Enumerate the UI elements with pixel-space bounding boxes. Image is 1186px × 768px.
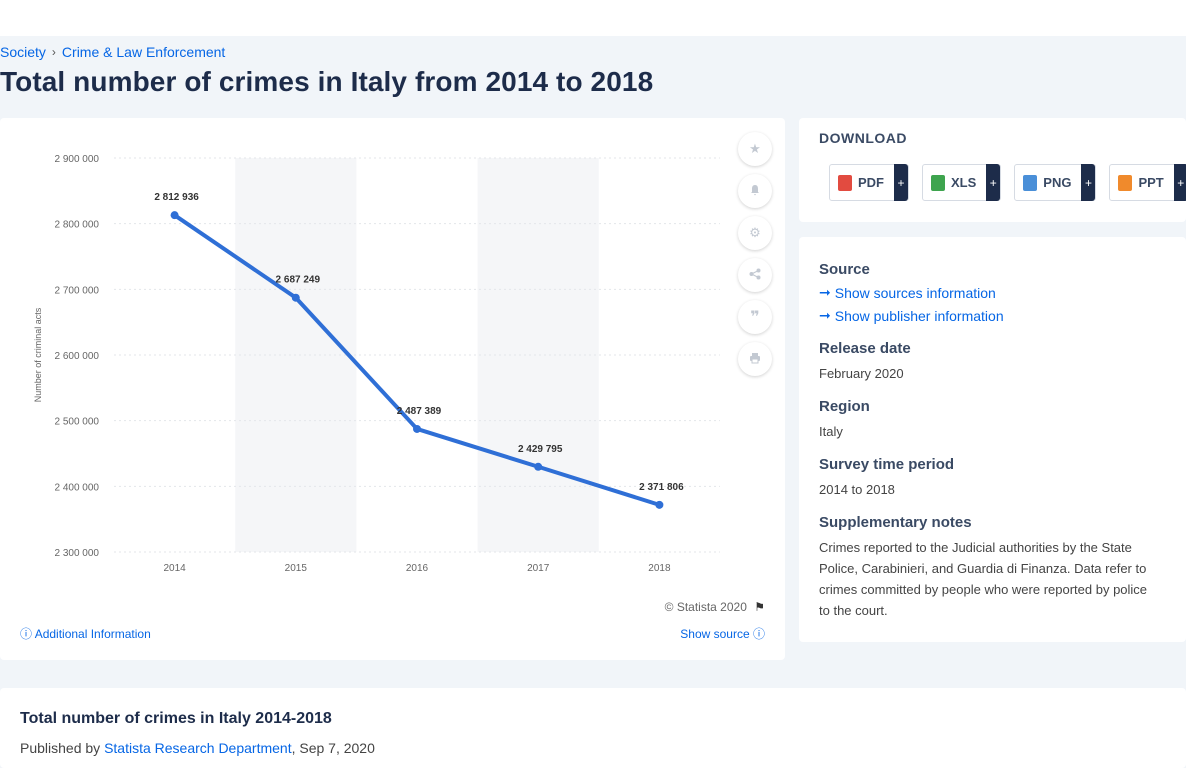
data-point: [534, 462, 543, 471]
arrow-right-icon: ➞: [819, 307, 831, 323]
show-publisher-label: Show publisher information: [834, 307, 1004, 324]
survey-period-heading: Survey time period: [819, 456, 955, 473]
pdf-plus[interactable]: +: [894, 164, 908, 201]
png-plus[interactable]: +: [1081, 164, 1096, 201]
y-tick-label: 2 500 000: [55, 417, 100, 428]
ppt-file-icon: [1118, 174, 1133, 191]
show-source-link[interactable]: Show source ⓘ: [680, 625, 765, 642]
x-tick-label: 2015: [285, 563, 308, 574]
quote-icon: ❞: [750, 309, 760, 326]
download-buttons: PDF + XLS + PNG + PPT +: [829, 164, 1186, 201]
metadata: Source ➞ Show sources information ➞ Show…: [819, 261, 1159, 635]
xls-plus[interactable]: +: [986, 164, 1001, 201]
ppt-plus[interactable]: +: [1173, 164, 1186, 201]
y-tick-label: 2 900 000: [55, 154, 100, 165]
download-ppt-button[interactable]: PPT +: [1109, 164, 1186, 201]
publish-date: , Sep 7, 2020: [291, 740, 375, 756]
xls-file-icon: [931, 174, 945, 191]
copyright: © Statista 2020 ⚑: [665, 600, 765, 614]
breadcrumb-crime[interactable]: Crime & Law Enforcement: [61, 44, 226, 60]
gear-icon: ⚙: [749, 225, 761, 240]
data-point: [291, 293, 300, 302]
supplementary-notes-heading: Supplementary notes: [819, 514, 972, 531]
settings-button[interactable]: ⚙: [738, 216, 772, 250]
data-label: 2 371 806: [639, 482, 684, 493]
data-point: [655, 500, 664, 509]
region-heading: Region: [819, 398, 870, 415]
print-button[interactable]: [738, 342, 772, 376]
copyright-text: © Statista 2020: [664, 600, 747, 614]
published-by: Published by Statista Research Departmen…: [20, 740, 375, 756]
category-band: [477, 158, 599, 552]
x-tick-label: 2018: [648, 563, 671, 574]
release-date-value: February 2020: [819, 366, 904, 381]
y-tick-label: 2 700 000: [55, 285, 100, 296]
x-tick-label: 2014: [163, 563, 186, 574]
bell-icon: [749, 184, 761, 199]
breadcrumb-separator: ›: [51, 45, 56, 59]
breadcrumb-society[interactable]: Society: [0, 44, 46, 60]
y-tick-label: 2 600 000: [55, 351, 100, 362]
info-icon: ⓘ: [752, 627, 765, 641]
breadcrumb: Society › Crime & Law Enforcement: [0, 44, 225, 60]
notification-button[interactable]: [738, 174, 772, 208]
download-card: DOWNLOAD PDF + XLS + PNG + PPT +: [799, 118, 1186, 222]
pdf-file-icon: [838, 174, 852, 191]
x-tick-label: 2017: [527, 563, 550, 574]
show-sources-label: Show sources information: [834, 284, 996, 301]
statistic-title: Total number of crimes in Italy 2014-201…: [20, 710, 332, 727]
supplementary-notes-value: Crimes reported to the Judicial authorit…: [819, 540, 1148, 618]
source-heading: Source: [819, 261, 870, 278]
download-xls-button[interactable]: XLS +: [922, 164, 1002, 201]
release-date-heading: Release date: [819, 340, 911, 357]
show-sources-link[interactable]: ➞ Show sources information: [819, 284, 1159, 301]
print-icon: [749, 352, 761, 367]
additional-information-link[interactable]: ⓘ Additional Information: [20, 625, 151, 642]
show-source-label: Show source: [680, 627, 750, 641]
published-by-label: Published by: [20, 740, 101, 756]
pdf-label: PDF: [858, 175, 884, 190]
show-publisher-link[interactable]: ➞ Show publisher information: [819, 307, 1159, 324]
star-icon: ★: [749, 141, 761, 156]
y-tick-label: 2 300 000: [55, 548, 100, 559]
y-tick-label: 2 800 000: [55, 220, 100, 231]
line-chart: 2 300 000 2 400 000 2 500 000 2 600 000 2 70…: [33, 154, 720, 574]
chart-tools: ★ ⚙ ❞: [738, 132, 772, 384]
flag-icon[interactable]: ⚑: [754, 600, 765, 614]
download-title: DOWNLOAD: [819, 130, 907, 146]
download-pdf-button[interactable]: PDF +: [829, 164, 909, 201]
png-label: PNG: [1043, 175, 1072, 190]
data-label: 2 487 389: [397, 406, 442, 417]
metadata-card: Source ➞ Show sources information ➞ Show…: [799, 237, 1186, 642]
xls-label: XLS: [951, 175, 977, 190]
y-axis-label: Number of criminal acts: [33, 307, 43, 402]
data-label: 2 687 249: [276, 275, 321, 286]
favorite-button[interactable]: ★: [738, 132, 772, 166]
publisher-link[interactable]: Statista Research Department: [104, 740, 292, 756]
additional-information-label: Additional Information: [34, 627, 151, 641]
data-point: [170, 211, 179, 220]
region-value: Italy: [819, 424, 843, 439]
top-bar: [0, 0, 1186, 36]
data-label: 2 429 795: [518, 444, 563, 455]
data-label: 2 812 936: [154, 192, 199, 203]
y-tick-label: 2 400 000: [55, 482, 100, 493]
info-icon: ⓘ: [20, 627, 33, 641]
statistic-info-card: Total number of crimes in Italy 2014-201…: [0, 688, 1186, 768]
cite-button[interactable]: ❞: [738, 300, 772, 334]
x-tick-label: 2016: [406, 563, 429, 574]
data-point: [413, 424, 421, 433]
download-png-button[interactable]: PNG +: [1014, 164, 1097, 201]
png-file-icon: [1023, 174, 1038, 191]
share-button[interactable]: [738, 258, 772, 292]
chart-card: 2 300 000 2 400 000 2 500 000 2 600 000 2 70…: [0, 118, 785, 660]
share-icon: [749, 268, 761, 283]
arrow-right-icon: ➞: [819, 284, 831, 300]
ppt-label: PPT: [1138, 175, 1164, 190]
page-title: Total number of crimes in Italy from 201…: [0, 66, 654, 97]
survey-period-value: 2014 to 2018: [819, 482, 895, 497]
